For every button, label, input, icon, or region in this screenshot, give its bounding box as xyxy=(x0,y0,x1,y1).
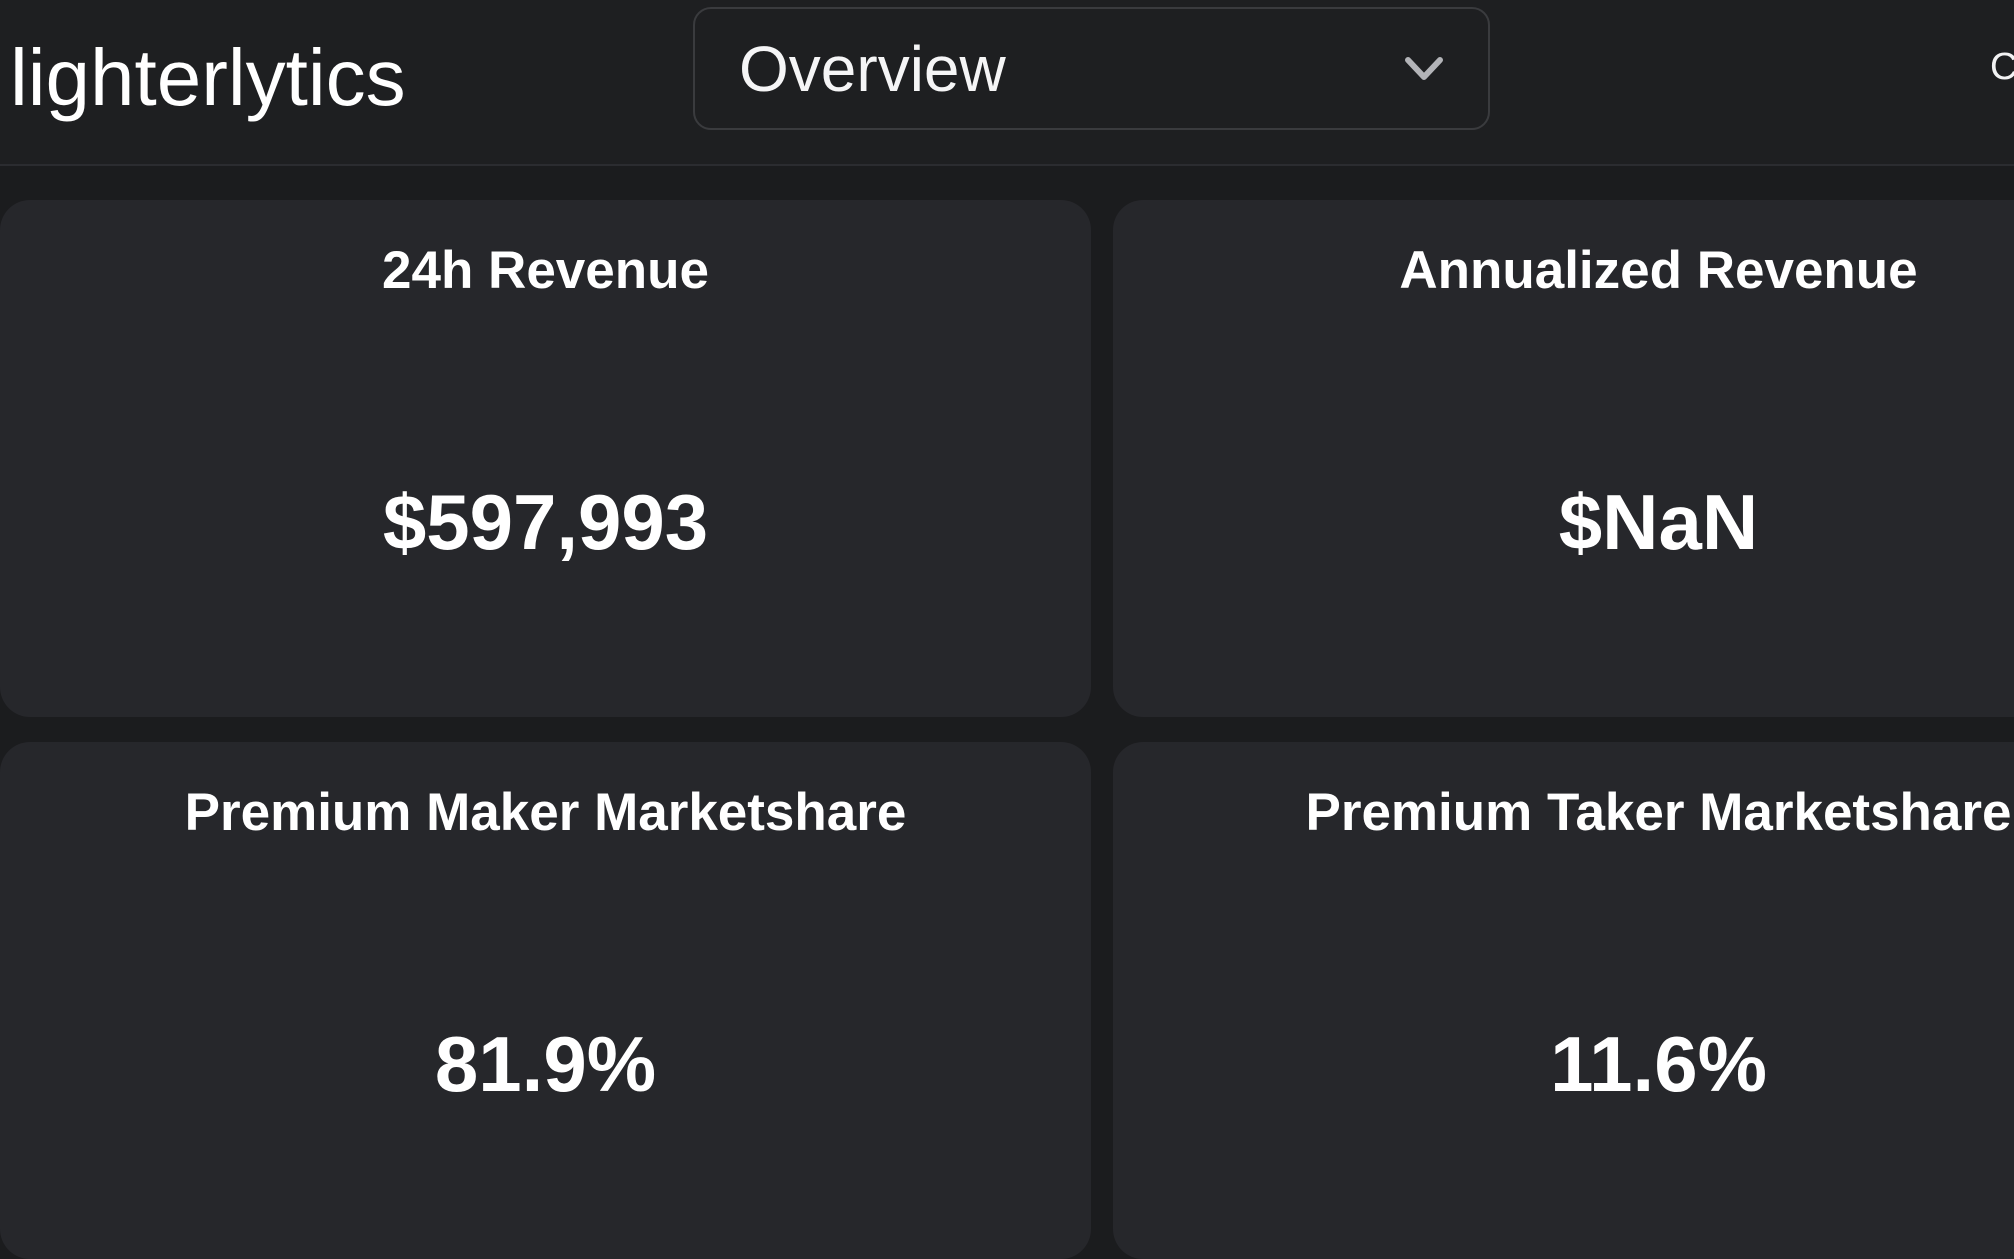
chevron-down-icon xyxy=(1405,56,1443,80)
stat-card-value-area: 11.6% xyxy=(1113,839,2014,1259)
stat-card-title: Premium Taker Marketshare xyxy=(1305,783,2012,842)
view-selector-value: Overview xyxy=(739,32,1006,105)
stat-card-value-area: $NaN xyxy=(1113,297,2014,717)
stat-card-value: 81.9% xyxy=(434,1020,657,1108)
stat-card-annualized-revenue: Annualized Revenue $NaN xyxy=(1113,200,2014,717)
stat-card-premium-maker-marketshare: Premium Maker Marketshare 81.9% xyxy=(0,742,1091,1259)
header: lighterlytics Overview C xyxy=(0,0,2014,166)
stat-card-title: 24h Revenue xyxy=(382,241,709,300)
stat-card-value: $NaN xyxy=(1558,478,1759,566)
stat-card-value: 11.6% xyxy=(1550,1020,1767,1108)
stat-card-title: Annualized Revenue xyxy=(1399,241,1918,300)
stat-card-value-area: 81.9% xyxy=(0,839,1091,1259)
stat-card-premium-taker-marketshare: Premium Taker Marketshare 11.6% xyxy=(1113,742,2014,1259)
view-selector-dropdown[interactable]: Overview xyxy=(693,7,1490,130)
stat-card-title: Premium Maker Marketshare xyxy=(184,783,907,842)
app-logo: lighterlytics xyxy=(10,33,406,122)
stat-card-24h-revenue: 24h Revenue $597,993 xyxy=(0,200,1091,717)
stat-card-value: $597,993 xyxy=(382,478,709,566)
stat-card-value-area: $597,993 xyxy=(0,297,1091,717)
nav-link-partial[interactable]: C xyxy=(1990,46,2014,88)
